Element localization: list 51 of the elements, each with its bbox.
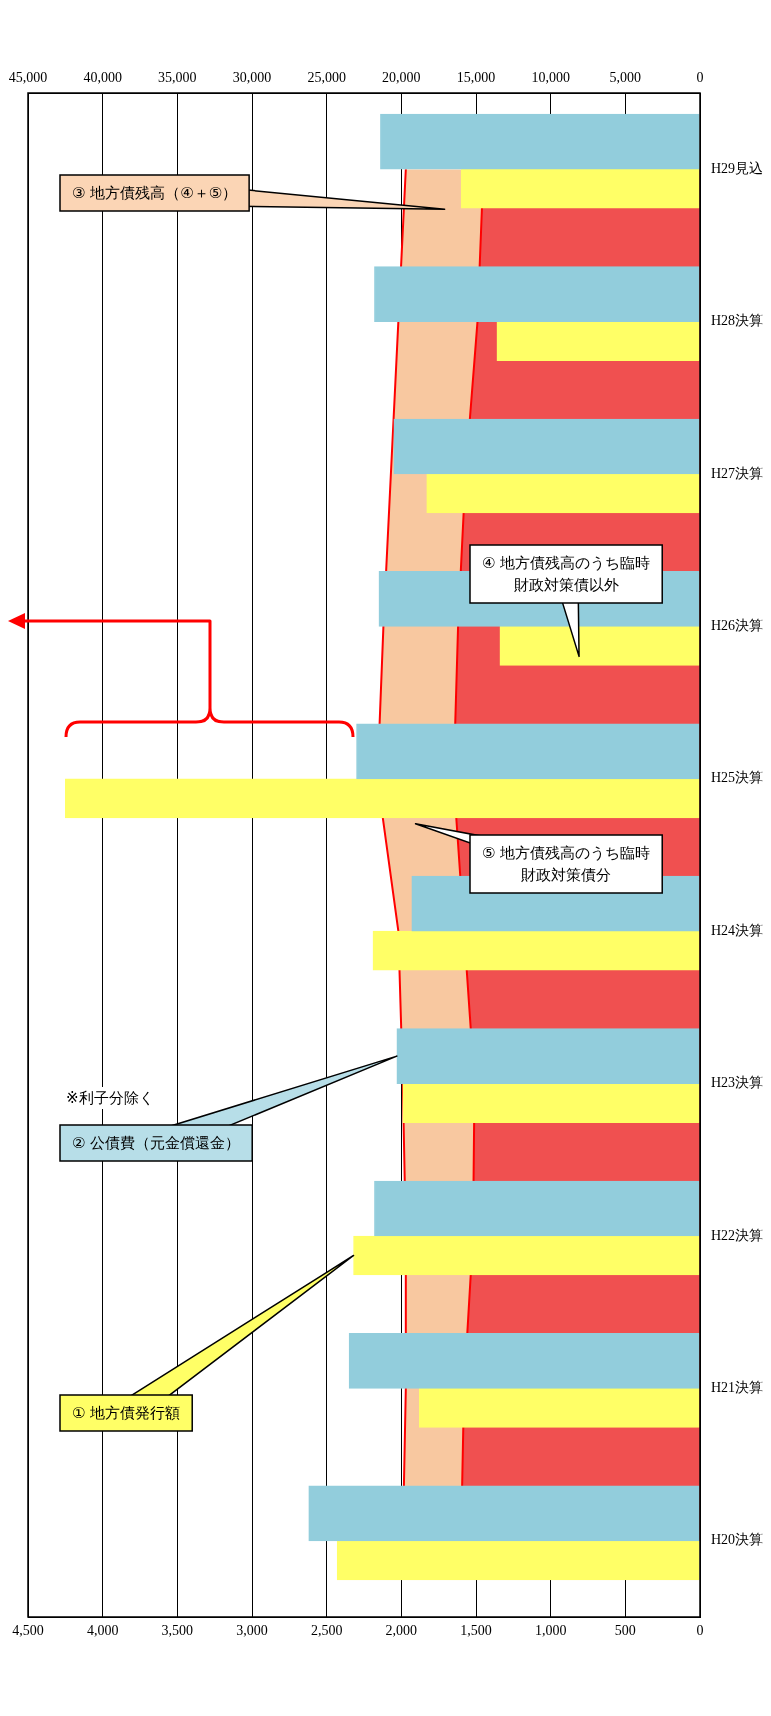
- bar: [402, 1083, 700, 1123]
- y-tick-label: H20決算: [711, 1532, 764, 1548]
- x-tick-label: 0: [696, 1623, 704, 1639]
- x-tick-label: 3,500: [161, 1623, 194, 1639]
- annotation: ※利子分除く: [66, 1088, 154, 1107]
- bar: [460, 168, 700, 209]
- x2-tick-label: 0: [696, 70, 704, 86]
- y-tick-label: H21決算: [711, 1380, 764, 1396]
- x-tick-label: 500: [614, 1623, 636, 1639]
- x2-tick-label: 45,000: [8, 70, 48, 86]
- annotation: ⑤ 地方債残高のうち臨時財政対策債分: [482, 843, 651, 884]
- bar: [356, 723, 700, 780]
- y-tick-label: H24決算: [711, 922, 764, 938]
- y-tick-label: H26決算: [711, 618, 764, 634]
- bar: [418, 1388, 700, 1428]
- x2-tick-label: 5,000: [609, 70, 642, 86]
- bar: [496, 321, 700, 361]
- bar: [65, 778, 700, 819]
- x2-tick-label: 10,000: [531, 70, 570, 86]
- x-tick-label: 1,500: [460, 1623, 492, 1639]
- y-tick-label: H25決算: [711, 770, 764, 786]
- bar: [308, 1485, 700, 1542]
- x2-tick-label: 25,000: [307, 70, 346, 86]
- bar: [426, 473, 700, 514]
- series-label: ④ 地方債残高のうち臨時財政対策債以外: [482, 553, 651, 594]
- x-tick-label: 4,500: [12, 1623, 44, 1639]
- x-tick-label: 2,500: [310, 1623, 343, 1639]
- text: ① 地方債発行額: [72, 1403, 181, 1422]
- x2-tick-label: 35,000: [158, 70, 197, 86]
- y-tick-label: H27決算: [711, 465, 764, 481]
- bar: [372, 930, 700, 971]
- x2-tick-label: 15,000: [456, 70, 496, 86]
- bar: [393, 418, 700, 475]
- x-tick-label: 4,000: [86, 1623, 119, 1639]
- y-tick-label: H23決算: [711, 1075, 764, 1091]
- x-tick-label: 3,000: [236, 1623, 268, 1639]
- x-tick-label: 1,000: [534, 1623, 567, 1639]
- bar: [353, 1235, 700, 1276]
- text: ③ 地方債残高（④＋⑤）: [72, 183, 238, 202]
- y-tick-label: H22決算: [711, 1227, 764, 1243]
- y-tick-label: H29見込: [711, 160, 764, 176]
- x2-tick-label: 30,000: [232, 70, 272, 86]
- x2-tick-label: 40,000: [83, 70, 122, 86]
- x-tick-label: 2,000: [385, 1623, 418, 1639]
- text: ② 公債費（元金償還金）: [72, 1133, 241, 1152]
- x2-tick-label: 20,000: [382, 70, 421, 86]
- bar: [380, 113, 700, 170]
- bar: [374, 1180, 700, 1237]
- bar: [336, 1540, 700, 1581]
- bar: [374, 266, 700, 322]
- y-tick-label: H28決算: [711, 313, 764, 329]
